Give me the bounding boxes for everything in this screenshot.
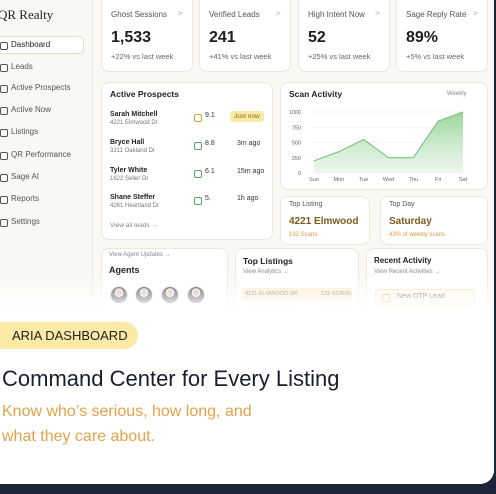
nav-icon [0, 42, 8, 50]
stat-card [396, 0, 488, 72]
stat-card [101, 0, 193, 72]
badge: Just now [230, 111, 264, 122]
prospect-name: Tyler White [110, 167, 148, 174]
prospect-name: Sarah Mitchell [110, 111, 158, 118]
nav-icon [0, 196, 8, 204]
score: 6.1 [205, 168, 215, 175]
chevron: > [473, 9, 478, 18]
panel-title: Scan Activity [289, 89, 343, 99]
score: 9.1 [205, 112, 215, 119]
stat-change: +22% vs last week [111, 52, 174, 61]
panel-title: Recent Activity [374, 256, 432, 265]
prospect-name: Shane Steffer [110, 194, 156, 201]
stat-value: 241 [209, 29, 236, 46]
x-tick-label: Fri [435, 177, 441, 183]
nav-item[interactable]: QR Performance [11, 150, 72, 159]
prospect-address: 3311 Oakland Dr [110, 148, 155, 154]
stat-label: Verified Leads [209, 10, 260, 19]
kpi-detail: 132 Scans [289, 232, 318, 238]
stat-change: +41% vs last week [209, 52, 272, 61]
score: 5. [205, 195, 211, 202]
nav-icon [0, 174, 8, 182]
panel-title: Top Listings [243, 256, 293, 266]
active-nav [0, 36, 84, 54]
link[interactable]: View Agent Updates → [109, 252, 171, 258]
stat-card [199, 0, 291, 72]
stat-value: 1,533 [111, 29, 152, 46]
time: 15m ago [237, 168, 265, 175]
stat-change: +5% vs last week [406, 52, 465, 61]
badge: ARIA DASHBOARD [0, 322, 138, 349]
kpi-label: Top Day [389, 201, 415, 208]
y-tick-label: 1000 [289, 110, 301, 116]
kpi-card [280, 196, 370, 245]
link[interactable]: View all leads → [110, 222, 158, 229]
area [314, 112, 463, 173]
prospects-panel [101, 82, 273, 240]
kpi-value: 4221 Elmwood [289, 216, 359, 227]
kpi-label: Top Listing [289, 201, 323, 208]
chevron: > [375, 9, 380, 18]
y-tick-label: 750 [292, 125, 301, 131]
period[interactable]: Weekly [447, 91, 467, 97]
subtitle: Know who’s serious, how long, and [2, 403, 252, 420]
x-tick-label: Sun [309, 177, 319, 183]
stat-card [298, 0, 390, 72]
stat-change: +25% vs last week [308, 52, 371, 61]
x-tick-label: Mon [333, 177, 344, 183]
stat-value: 89% [406, 29, 439, 46]
nav-icon [0, 64, 8, 72]
x-tick-label: Wed [383, 177, 394, 183]
score-icon [194, 170, 202, 178]
prospect-address: 4221 Elmwood Dr [110, 120, 158, 126]
nav-item[interactable]: Active Prospects [11, 83, 71, 92]
score-icon [194, 142, 202, 150]
x-tick-label: Thu [409, 177, 418, 183]
stat-label: Sage Reply Rate [406, 10, 467, 19]
nav-item[interactable]: Dashboard [11, 40, 51, 49]
chevron: > [178, 9, 183, 18]
logo: QR Realty [0, 7, 54, 22]
stat-label: High Intent Now [308, 10, 365, 19]
sidebar [0, 0, 93, 300]
stat-value: 52 [308, 29, 326, 46]
x-tick-label: Tue [359, 177, 368, 183]
nav-item[interactable]: Settings [11, 217, 40, 226]
fade [0, 270, 494, 484]
x-tick-label: Sat [459, 177, 468, 183]
score-icon [194, 114, 202, 122]
time: 1h ago [237, 195, 259, 202]
score-icon [194, 197, 202, 205]
subtitle: what they care about. [2, 428, 155, 445]
nav-item[interactable]: Reports [11, 194, 40, 203]
kpi-detail: 43% of weekly scans [389, 232, 446, 238]
y-tick-label: 500 [292, 141, 301, 147]
nav-icon [0, 107, 8, 115]
nav-item[interactable]: Sage AI [11, 172, 40, 181]
prospect-name: Bryce Hall [110, 139, 145, 146]
headline: Command Center for Every Listing [2, 366, 340, 391]
nav-icon [0, 219, 8, 227]
prospect-address: 4261 Heartland Dr [110, 203, 160, 209]
chevron: > [276, 9, 281, 18]
stat-label: Ghost Sessions [111, 10, 168, 19]
nav-icon [0, 152, 8, 160]
time: 3m ago [237, 140, 261, 147]
nav-item[interactable]: Active Now [11, 105, 52, 114]
kpi-value: Saturday [389, 216, 432, 227]
nav-item[interactable]: Leads [11, 62, 33, 71]
line [313, 111, 464, 162]
score: 8.8 [205, 140, 215, 147]
nav-item[interactable]: Listings [11, 127, 39, 136]
y-tick-label: 0 [298, 171, 301, 177]
scan-chart: 0 250 500 750 1000 Sun Mon Tue Wed Thu Fri Sat [289, 110, 468, 183]
nav-icon [0, 85, 8, 93]
card: QR Realty Dashboard Leads Active Prospects A… [0, 0, 494, 484]
nav-icon [0, 129, 8, 137]
y-tick-label: 250 [292, 156, 301, 162]
panel-title: Active Prospects [110, 89, 179, 99]
prospect-address: 1622 Seller Dr [110, 176, 149, 182]
kpi-card [380, 196, 488, 245]
